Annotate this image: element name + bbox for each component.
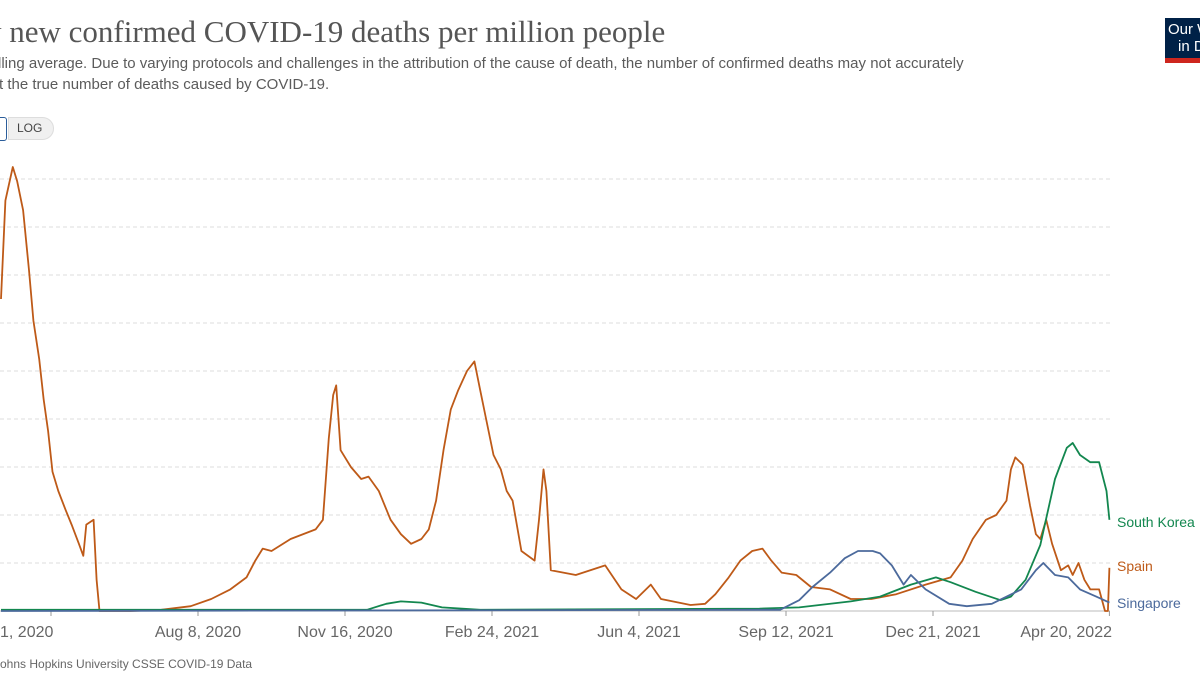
x-tick-label: Jun 4, 2021 (597, 624, 681, 641)
series-line-south-korea[interactable] (1, 442, 1111, 611)
series-line-spain[interactable] (0, 166, 1111, 612)
series-line-singapore[interactable] (0, 550, 1110, 612)
chart-subtitle-line2: t the true number of deaths caused by CO… (0, 76, 330, 93)
series-label[interactable]: Singapore (1117, 595, 1181, 611)
chart-subtitle-line1: lling average. Due to varying protocols … (0, 55, 964, 72)
x-tick-label: Apr 20, 2022 (1020, 624, 1112, 641)
x-tick-label: Sep 12, 2021 (738, 624, 833, 641)
series-label[interactable]: Spain (1117, 558, 1153, 574)
owid-logo[interactable]: Our Worldin Data (1165, 18, 1200, 63)
linear-scale-button[interactable] (0, 117, 7, 141)
x-tick-label: 1, 2020 (0, 624, 53, 641)
log-scale-button[interactable]: LOG (8, 117, 54, 140)
x-tick-label: Feb 24, 2021 (445, 624, 539, 641)
logo-red-bar (1165, 58, 1200, 63)
x-tick-label: Aug 8, 2020 (155, 624, 241, 641)
x-tick-label: Dec 21, 2021 (885, 624, 980, 641)
series-label[interactable]: South Korea (1117, 514, 1195, 530)
x-tick-label: Nov 16, 2020 (297, 624, 392, 641)
source-note: ohns Hopkins University CSSE COVID-19 Da… (0, 657, 253, 671)
chart-title: y new confirmed COVID-19 deaths per mill… (0, 14, 666, 49)
